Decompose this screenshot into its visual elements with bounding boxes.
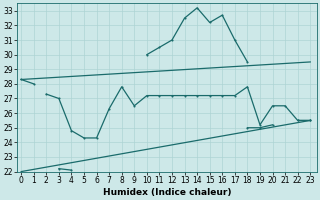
X-axis label: Humidex (Indice chaleur): Humidex (Indice chaleur) (103, 188, 231, 197)
